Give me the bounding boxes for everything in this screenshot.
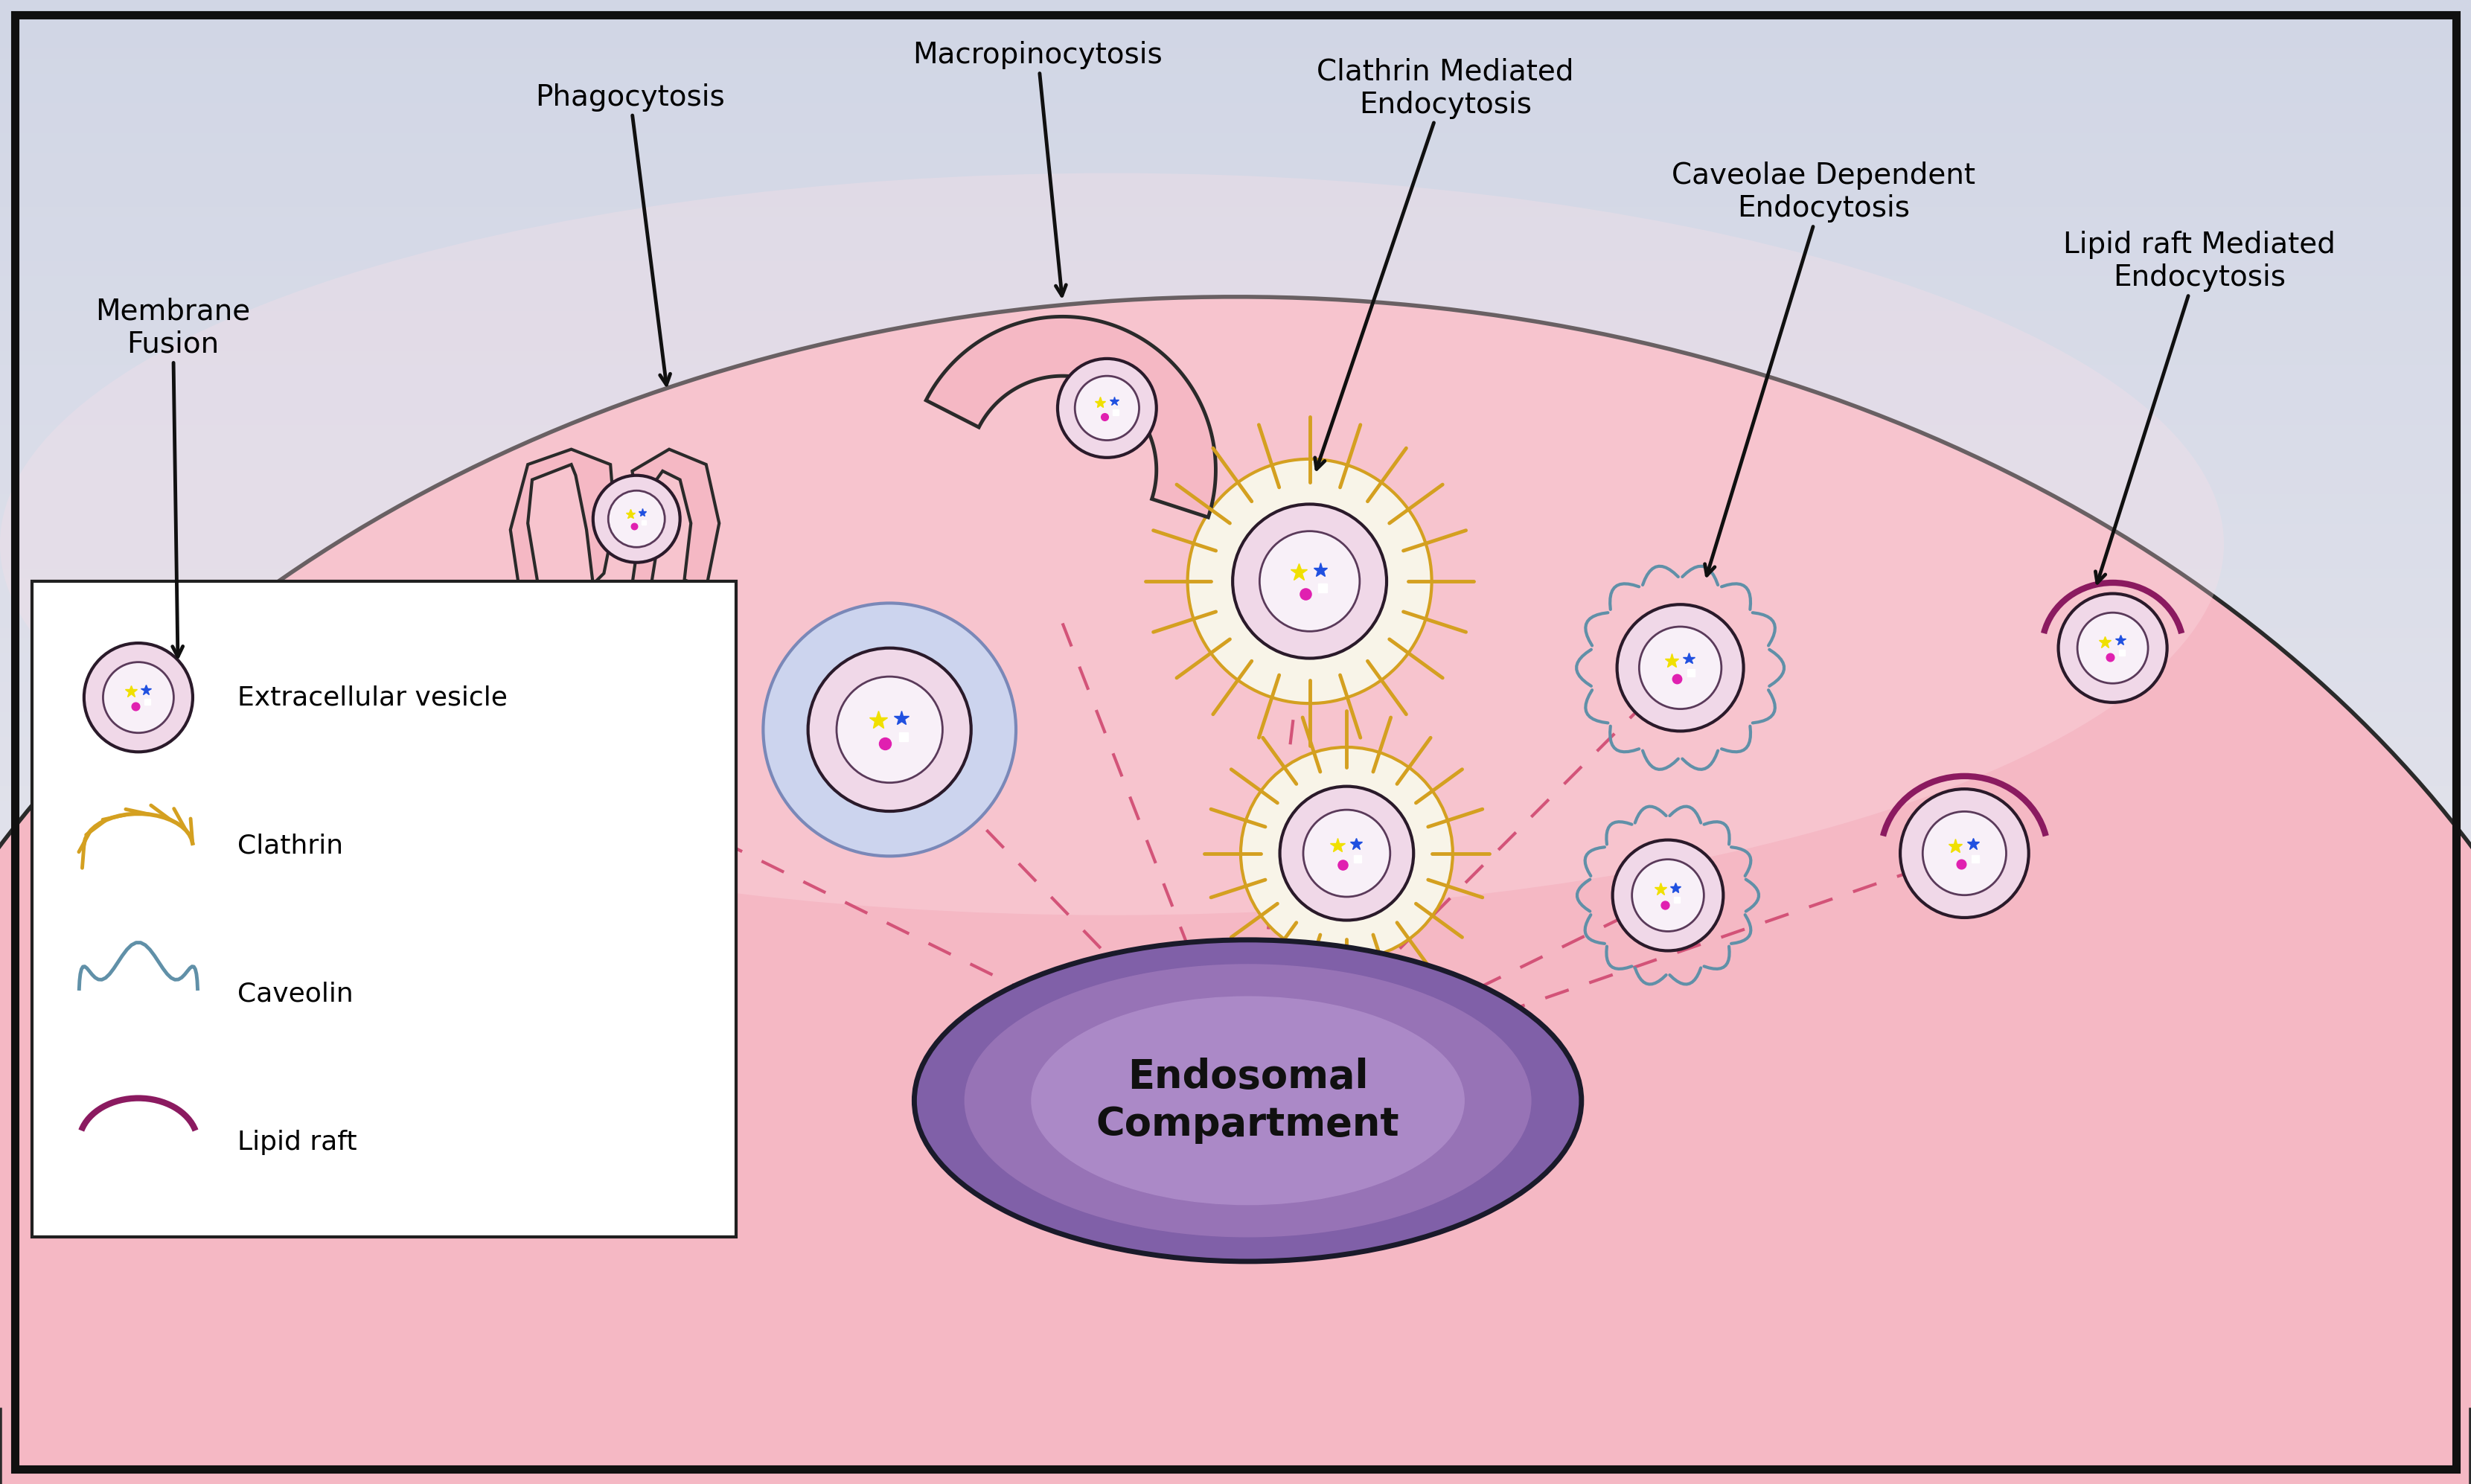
Text: Lipid raft: Lipid raft bbox=[237, 1129, 356, 1156]
Circle shape bbox=[1189, 459, 1431, 703]
Text: Clathrin Mediated
Endocytosis: Clathrin Mediated Endocytosis bbox=[1315, 58, 1574, 469]
Circle shape bbox=[593, 475, 680, 562]
Text: Membrane
Fusion: Membrane Fusion bbox=[96, 298, 250, 657]
Circle shape bbox=[608, 491, 665, 548]
Circle shape bbox=[1075, 375, 1139, 441]
Circle shape bbox=[1302, 810, 1391, 896]
Circle shape bbox=[104, 662, 173, 733]
Circle shape bbox=[1614, 840, 1722, 951]
Polygon shape bbox=[625, 450, 719, 650]
Circle shape bbox=[1922, 812, 2006, 895]
Text: Caveolin: Caveolin bbox=[237, 981, 353, 1008]
Ellipse shape bbox=[914, 939, 1581, 1261]
Text: Macropinocytosis: Macropinocytosis bbox=[912, 42, 1164, 295]
Circle shape bbox=[1638, 626, 1722, 709]
Circle shape bbox=[1260, 531, 1359, 631]
Text: Clathrin: Clathrin bbox=[237, 833, 343, 859]
Circle shape bbox=[838, 677, 941, 782]
Text: Extracellular vesicle: Extracellular vesicle bbox=[237, 684, 507, 711]
Ellipse shape bbox=[0, 174, 2224, 916]
Polygon shape bbox=[511, 450, 615, 660]
Text: Caveolae Dependent
Endocytosis: Caveolae Dependent Endocytosis bbox=[1673, 162, 1974, 576]
Circle shape bbox=[336, 583, 603, 852]
Circle shape bbox=[808, 649, 971, 812]
Circle shape bbox=[84, 643, 193, 752]
Circle shape bbox=[413, 660, 526, 773]
Circle shape bbox=[1240, 748, 1453, 960]
Polygon shape bbox=[0, 297, 2471, 1484]
Circle shape bbox=[383, 631, 556, 804]
Circle shape bbox=[764, 603, 1016, 856]
Circle shape bbox=[99, 613, 208, 723]
Circle shape bbox=[2058, 594, 2167, 702]
Text: Endosomal
Compartment: Endosomal Compartment bbox=[1097, 1058, 1399, 1144]
Circle shape bbox=[2078, 613, 2147, 683]
Circle shape bbox=[1616, 604, 1745, 732]
Text: Lipid raft Mediated
Endocytosis: Lipid raft Mediated Endocytosis bbox=[2063, 232, 2335, 583]
FancyBboxPatch shape bbox=[32, 582, 736, 1236]
Circle shape bbox=[1233, 505, 1386, 659]
Circle shape bbox=[119, 632, 188, 703]
Circle shape bbox=[1280, 787, 1413, 920]
Ellipse shape bbox=[964, 965, 1532, 1238]
Polygon shape bbox=[927, 316, 1216, 518]
Ellipse shape bbox=[1030, 996, 1465, 1205]
Circle shape bbox=[1631, 859, 1705, 932]
Circle shape bbox=[1900, 789, 2029, 917]
Text: Phagocytosis: Phagocytosis bbox=[536, 83, 724, 384]
Circle shape bbox=[1058, 359, 1156, 457]
